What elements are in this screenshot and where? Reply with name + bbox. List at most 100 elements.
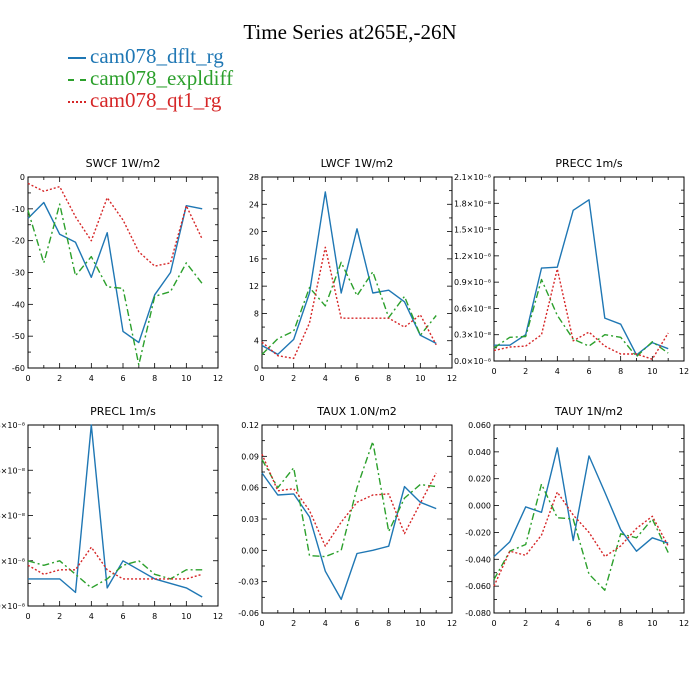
x-tick-label: 6 (586, 367, 591, 376)
y-tick-label: -0.040 (465, 555, 491, 564)
x-tick-label: 10 (647, 619, 657, 628)
x-tick-label: 2 (291, 619, 296, 628)
series-line-cam078_qt1_rg (262, 454, 436, 546)
x-tick-label: 12 (679, 367, 689, 376)
x-tick-label: 12 (679, 619, 689, 628)
plot-frame (494, 425, 684, 613)
y-tick-label: 8 (254, 309, 259, 318)
x-tick-label: 4 (323, 619, 328, 628)
x-tick-label: 0 (25, 374, 30, 383)
y-tick-label: 0.00 (241, 546, 259, 555)
y-tick-label: 28 (249, 173, 259, 182)
x-tick-label: 6 (120, 374, 125, 383)
y-tick-label: 0.0×10⁻⁸ (454, 357, 491, 366)
series-line-cam078_dflt_rg (494, 200, 668, 355)
x-tick-label: 12 (447, 374, 457, 383)
y-tick-label: 0 (254, 364, 259, 373)
y-tick-label: -20 (12, 237, 25, 246)
y-tick-label: -0.060 (465, 582, 491, 591)
y-tick-label: -60 (12, 364, 25, 373)
x-tick-label: 12 (213, 612, 223, 621)
series-line-cam078_qt1_rg (262, 247, 436, 358)
plot-frame (262, 425, 452, 613)
y-tick-label: 24 (249, 200, 259, 209)
chart-panel-2: PRECC 1m/s 0 2 4 6 8 10 12 0.0×10⁻⁸ 0.3×10⁻⁸ 0.6×1… (454, 157, 689, 376)
y-tick-label: 0.040 (468, 448, 491, 457)
series-line-cam078_qt1_rg (494, 269, 668, 359)
y-tick-label: 0.000 (468, 502, 491, 511)
x-tick-label: 10 (647, 367, 657, 376)
y-tick-label: 0.3×10⁻⁸ (454, 331, 491, 340)
x-tick-label: 0 (259, 374, 264, 383)
x-tick-label: 6 (120, 612, 125, 621)
y-tick-label: 0.8×10⁻⁸ (0, 421, 25, 430)
y-tick-label: -30 (12, 269, 25, 278)
y-tick-label: 0.9×10⁻⁸ (454, 278, 491, 287)
x-tick-label: 10 (181, 374, 191, 383)
y-tick-label: 4 (254, 337, 259, 346)
x-tick-label: 8 (386, 374, 391, 383)
panel-title: TAUY 1N/m2 (554, 405, 623, 418)
chart-panel-0: SWCF 1W/m2 0 2 4 6 8 10 12 -60 -50 -40 -30 -20 -10 0 (12, 157, 223, 383)
y-tick-label: 1.8×10⁻⁸ (454, 199, 491, 208)
y-tick-label: 2.1×10⁻⁸ (454, 173, 491, 182)
series-line-cam078_dflt_rg (262, 473, 436, 599)
panel-title: LWCF 1W/m2 (321, 157, 394, 170)
x-tick-label: 0 (25, 612, 30, 621)
x-tick-label: 6 (586, 619, 591, 628)
x-tick-label: 2 (523, 619, 528, 628)
y-tick-label: 0.03 (241, 515, 259, 524)
x-tick-label: 10 (415, 374, 425, 383)
series-line-cam078_qt1_rg (494, 492, 668, 586)
x-tick-label: 6 (354, 374, 359, 383)
x-tick-label: 8 (618, 619, 623, 628)
y-tick-label: 0.06 (241, 484, 259, 493)
x-tick-label: 2 (57, 374, 62, 383)
y-tick-label: 16 (249, 255, 259, 264)
y-tick-label: 0.12 (241, 421, 259, 430)
y-tick-label: 0.6×10⁻⁸ (454, 304, 491, 313)
x-tick-label: 2 (57, 612, 62, 621)
x-tick-label: 8 (152, 374, 157, 383)
x-tick-label: 2 (291, 374, 296, 383)
x-tick-label: 10 (181, 612, 191, 621)
chart-panel-5: TAUY 1N/m20 2 4 6 8 10 12-0.080-0.060-0.040-0.… (465, 405, 689, 628)
series-line-cam078_dflt_rg (494, 448, 668, 557)
series-line-cam078_expldiff (262, 442, 436, 557)
y-tick-label: 0.4×10⁻⁸ (0, 512, 25, 521)
x-tick-label: 0 (491, 367, 496, 376)
y-tick-label: 0.060 (468, 421, 491, 430)
y-tick-label: 0 (20, 173, 25, 182)
x-tick-label: 0 (259, 619, 264, 628)
y-tick-label: -40 (12, 300, 25, 309)
y-tick-label: -50 (12, 332, 25, 341)
x-tick-label: 8 (152, 612, 157, 621)
panel-title: SWCF 1W/m2 (86, 157, 161, 170)
y-tick-label: 0.09 (241, 452, 259, 461)
x-tick-label: 8 (386, 619, 391, 628)
x-tick-label: 0 (491, 619, 496, 628)
y-tick-label: -0.03 (238, 578, 259, 587)
x-tick-label: 4 (89, 612, 94, 621)
y-tick-label: -0.080 (465, 609, 491, 618)
y-tick-label: 1.2×10⁻⁸ (454, 252, 491, 261)
y-tick-label: -0.06 (238, 609, 259, 618)
chart-panel-3: PRECL 1m/s 0 2 4 6 8 10 12 0.0×10⁻⁸ 0.2×10⁻⁸ 0.4×1… (0, 405, 223, 621)
x-tick-label: 12 (447, 619, 457, 628)
y-tick-label: 0.2×10⁻⁸ (0, 557, 25, 566)
y-tick-label: 0.6×10⁻⁸ (0, 466, 25, 475)
x-tick-label: 12 (213, 374, 223, 383)
x-tick-label: 4 (323, 374, 328, 383)
y-tick-label: 0.0×10⁻⁸ (0, 602, 25, 611)
panel-title: TAUX 1.0N/m2 (316, 405, 397, 418)
panel-title: PRECL 1m/s (90, 405, 156, 418)
chart-panel-4: TAUX 1.0N/m20 2 4 6 8 10 12-0.06-0.030.000.030… (238, 405, 457, 628)
chart-grid: SWCF 1W/m20 2 4 6 8 10 12-60-50-40-30-20-100LW… (0, 0, 700, 700)
y-tick-label: 1.5×10⁻⁸ (454, 226, 491, 235)
y-tick-label: -10 (12, 205, 25, 214)
chart-panel-1: LWCF 1W/m20 2 4 6 8 10 120481216202428 (249, 157, 457, 383)
x-tick-label: 4 (555, 619, 560, 628)
x-tick-label: 4 (89, 374, 94, 383)
series-line-cam078_expldiff (262, 262, 436, 354)
series-line-cam078_expldiff (494, 280, 668, 357)
